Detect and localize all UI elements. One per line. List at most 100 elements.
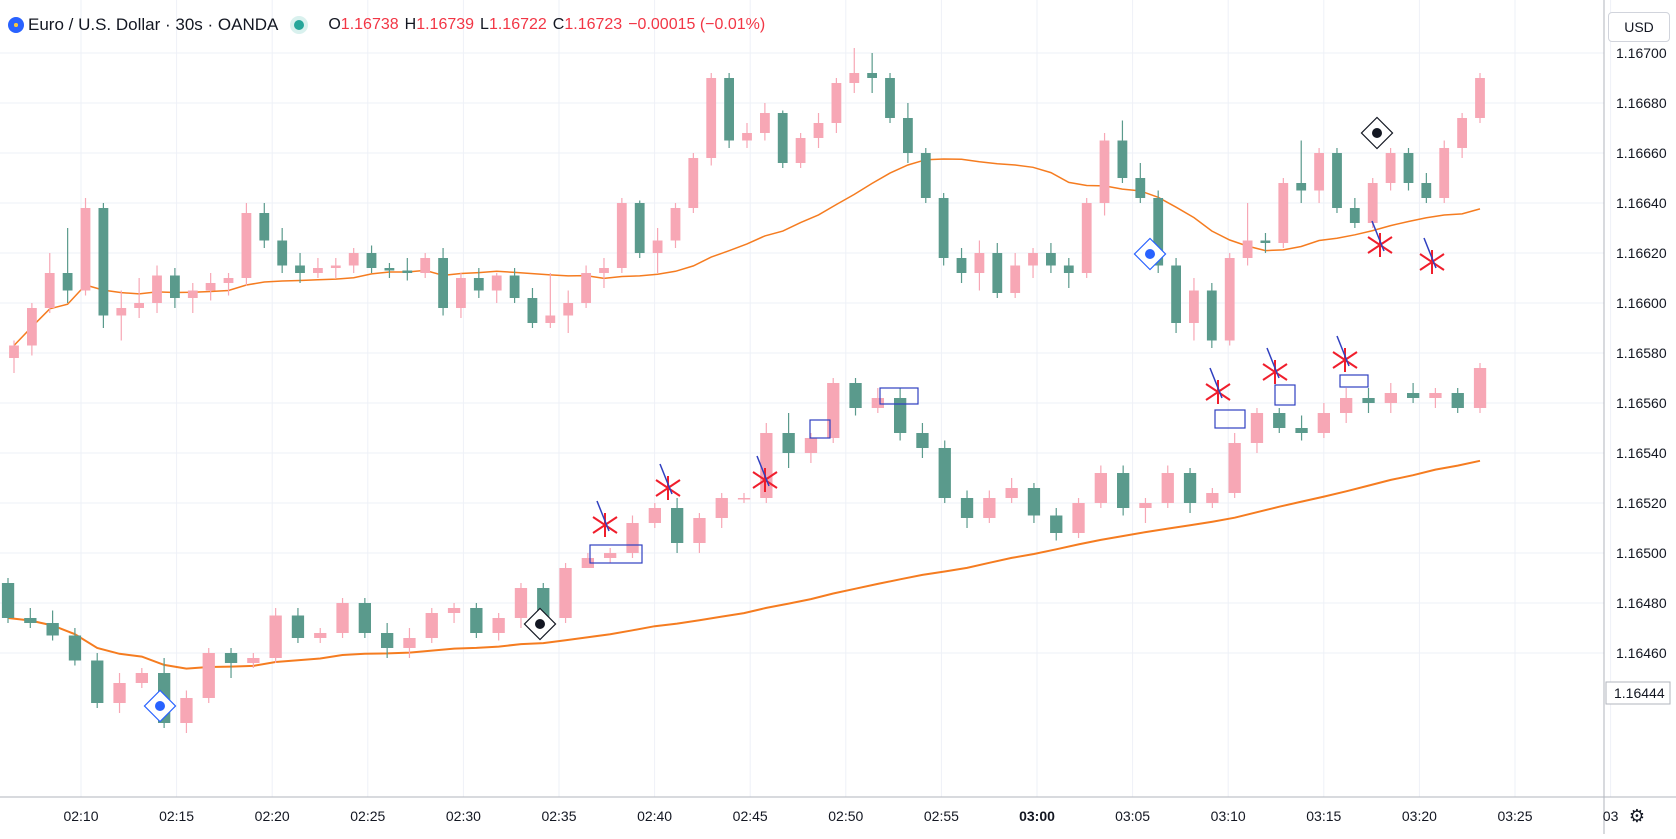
price-tick-label: 1.16460 (1616, 645, 1667, 661)
lower-candle (1451, 393, 1464, 408)
symbol-title[interactable]: Euro / U.S. Dollar · 30s · OANDA (28, 15, 279, 34)
price-tick-label: 1.16540 (1616, 445, 1667, 461)
time-tick-label: 03 (1603, 808, 1619, 824)
high-label: H (404, 16, 417, 33)
price-tick-label: 1.16640 (1616, 195, 1667, 211)
upper-candle (1010, 265, 1021, 293)
lower-candle (849, 383, 862, 408)
upper-candle (313, 268, 323, 273)
lower-candle (291, 615, 305, 638)
upper-candle (1028, 253, 1038, 266)
last-price-label: 1.16444 (1614, 685, 1665, 701)
upper-candle (1153, 198, 1164, 266)
lower-candle (1362, 398, 1375, 403)
upper-candle (330, 265, 341, 268)
lower-candle (1117, 473, 1130, 508)
upper-candle (813, 123, 824, 138)
open-value: 1.16738 (340, 16, 399, 33)
price-tick-label: 1.16600 (1616, 295, 1667, 311)
lower-candle (336, 603, 349, 633)
signal-cross-icon (1419, 250, 1445, 274)
upper-candle (62, 273, 73, 291)
time-tick-label: 03:10 (1211, 808, 1246, 824)
upper-candle (1421, 183, 1432, 198)
lower-candle (1295, 428, 1308, 433)
upper-candle (974, 253, 985, 273)
time-tick-label: 02:15 (159, 808, 194, 824)
pattern-box (1339, 374, 1369, 388)
currency-label: USD (1624, 19, 1654, 35)
lower-candle (1250, 413, 1264, 443)
upper-candle (259, 213, 270, 241)
time-tick-label: 02:10 (63, 808, 98, 824)
upper-candle (384, 268, 395, 271)
lower-candle (1005, 488, 1018, 498)
lower-candle (737, 498, 751, 500)
signal-arrow-icon (1336, 335, 1350, 367)
settings-gear-icon[interactable]: ⚙ (1628, 805, 1646, 826)
signal-arrow-icon (1266, 347, 1280, 379)
lower-candle (1206, 493, 1219, 503)
upper-candle (1224, 258, 1235, 341)
upper-candle (831, 83, 842, 123)
ma-line-lower (7, 459, 1481, 670)
pattern-box (1214, 409, 1246, 429)
lower-candle (1139, 503, 1152, 508)
upper-candle (9, 345, 19, 358)
pattern-diamond-dot (1372, 128, 1382, 138)
price-tick-label: 1.16500 (1616, 545, 1667, 561)
lower-candle (314, 633, 327, 638)
upper-candle (616, 203, 627, 268)
upper-candle (1260, 240, 1271, 243)
upper-candle (1242, 240, 1253, 258)
upper-candle (903, 118, 913, 153)
upper-candle (80, 208, 91, 291)
upper-candle (134, 303, 144, 308)
lower-candle (1050, 515, 1063, 533)
upper-candle (1099, 140, 1110, 203)
pattern-box (809, 419, 831, 439)
lower-candle (470, 608, 483, 633)
signal-arrow-icon (1371, 220, 1385, 252)
time-tick-label: 02:40 (637, 808, 672, 824)
upper-candle (795, 138, 806, 163)
signal-cross-icon (592, 513, 618, 537)
currency-selector[interactable]: USD (1608, 12, 1670, 42)
time-tick-label: 03:20 (1402, 808, 1437, 824)
upper-candle (456, 278, 466, 308)
upper-candle (920, 153, 931, 198)
upper-candle (1332, 153, 1342, 208)
time-tick-label: 03:00 (1019, 808, 1055, 824)
upper-candle (956, 258, 967, 273)
change-value: −0.00015 (−0.01%) (628, 16, 766, 33)
lower-candle (1183, 473, 1197, 503)
market-status-dot-icon[interactable] (294, 20, 305, 30)
signal-arrow-icon (756, 455, 770, 487)
lower-candle (135, 673, 148, 683)
upper-candle (473, 278, 484, 291)
upper-candle (581, 273, 591, 303)
upper-candle (187, 290, 198, 298)
lower-candle (113, 683, 126, 703)
time-tick-label: 02:25 (350, 808, 385, 824)
upper-candle (885, 78, 895, 118)
lower-candle (604, 553, 617, 558)
upper-candle (563, 303, 574, 316)
upper-candle (688, 158, 699, 208)
upper-candle (1117, 140, 1128, 178)
lower-candle (827, 383, 840, 438)
time-tick-label: 02:45 (733, 808, 768, 824)
lower-candle (91, 660, 104, 703)
lower-candle (381, 633, 394, 648)
signal-arrow-icon (596, 500, 610, 532)
lower-candle (581, 558, 594, 568)
pattern-diamond-dot (535, 619, 545, 629)
upper-candle (706, 78, 717, 158)
upper-candle (938, 198, 949, 258)
signal-arrow-icon (1209, 367, 1223, 399)
price-tick-label: 1.16660 (1616, 145, 1667, 161)
signal-cross-icon (1332, 348, 1358, 372)
upper-candle (634, 203, 645, 253)
